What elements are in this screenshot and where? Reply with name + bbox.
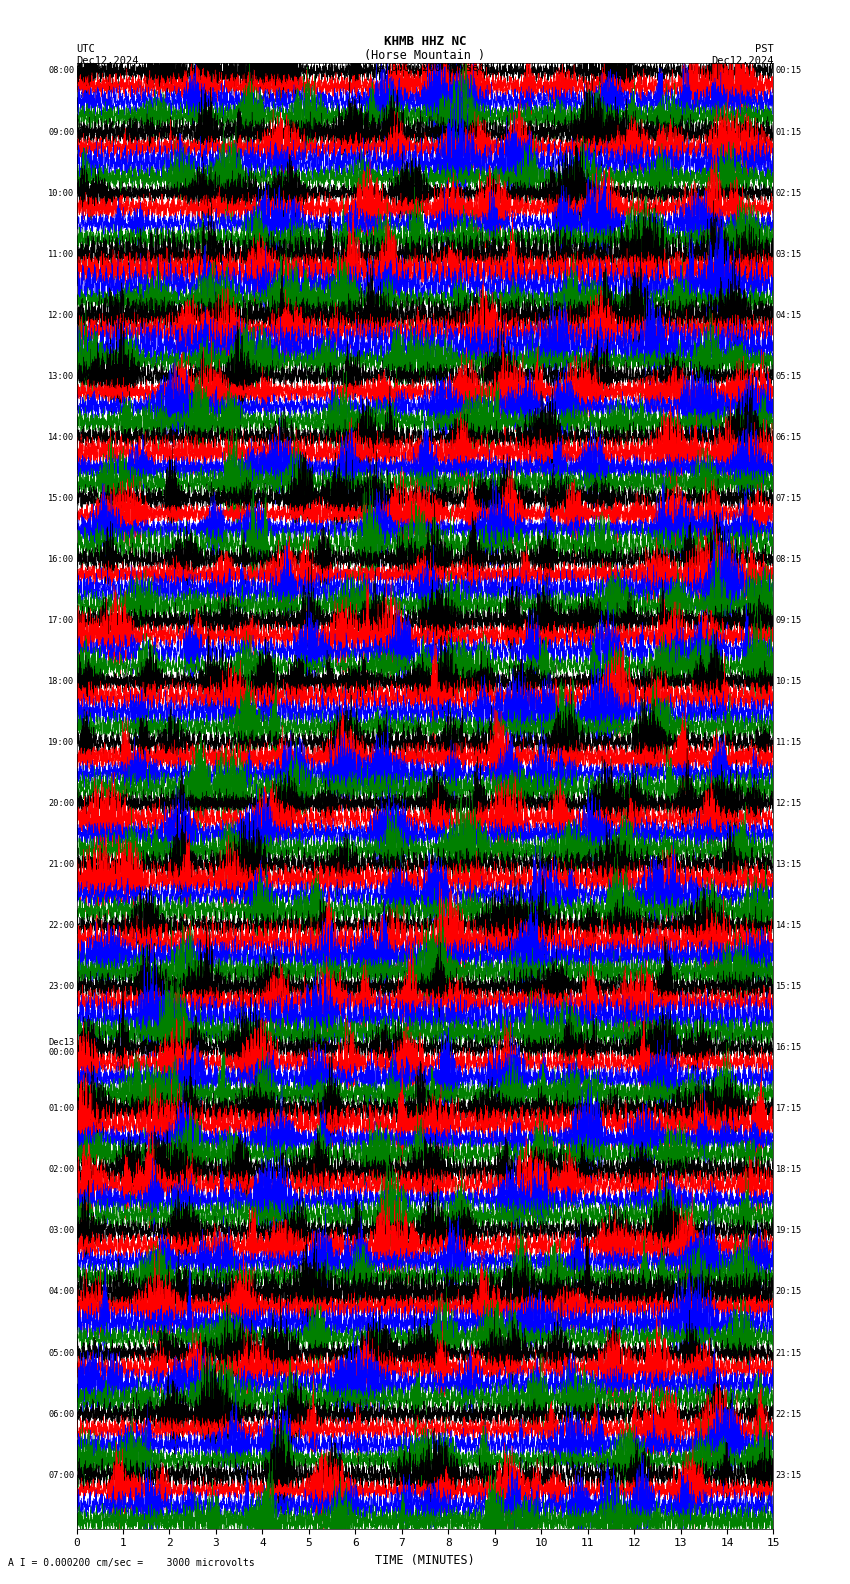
- Text: 03:15: 03:15: [775, 250, 802, 258]
- Text: 18:15: 18:15: [775, 1166, 802, 1174]
- Text: 06:00: 06:00: [48, 1410, 75, 1419]
- Text: 16:00: 16:00: [48, 554, 75, 564]
- Text: 20:15: 20:15: [775, 1288, 802, 1296]
- Text: A I = 0.000200 cm/sec =    3000 microvolts: A I = 0.000200 cm/sec = 3000 microvolts: [8, 1559, 255, 1568]
- Text: 10:15: 10:15: [775, 676, 802, 686]
- Text: 00:15: 00:15: [775, 67, 802, 76]
- Text: 20:00: 20:00: [48, 798, 75, 808]
- Text: 19:15: 19:15: [775, 1226, 802, 1236]
- Text: KHMB HHZ NC: KHMB HHZ NC: [383, 35, 467, 48]
- Text: Dec13
00:00: Dec13 00:00: [48, 1038, 75, 1058]
- Text: 16:15: 16:15: [775, 1044, 802, 1052]
- Text: 23:00: 23:00: [48, 982, 75, 992]
- Text: 15:00: 15:00: [48, 494, 75, 502]
- Text: 17:00: 17:00: [48, 616, 75, 626]
- Text: 08:15: 08:15: [775, 554, 802, 564]
- Text: 01:15: 01:15: [775, 128, 802, 136]
- Text: 11:00: 11:00: [48, 250, 75, 258]
- X-axis label: TIME (MINUTES): TIME (MINUTES): [375, 1554, 475, 1567]
- Text: 09:00: 09:00: [48, 128, 75, 136]
- Text: 02:00: 02:00: [48, 1166, 75, 1174]
- Text: PST
Dec12,2024: PST Dec12,2024: [711, 44, 774, 67]
- Text: 22:15: 22:15: [775, 1410, 802, 1419]
- Text: 05:00: 05:00: [48, 1348, 75, 1357]
- Text: 21:00: 21:00: [48, 860, 75, 870]
- Text: 07:00: 07:00: [48, 1470, 75, 1479]
- Text: UTC
Dec12,2024: UTC Dec12,2024: [76, 44, 139, 67]
- Text: 10:00: 10:00: [48, 188, 75, 198]
- Text: 15:15: 15:15: [775, 982, 802, 992]
- Text: 08:00: 08:00: [48, 67, 75, 76]
- Text: 12:15: 12:15: [775, 798, 802, 808]
- Text: 21:15: 21:15: [775, 1348, 802, 1357]
- Text: 13:00: 13:00: [48, 372, 75, 380]
- Text: I = 0.000200 cm/sec: I = 0.000200 cm/sec: [366, 63, 484, 73]
- Text: 04:15: 04:15: [775, 310, 802, 320]
- Text: 03:00: 03:00: [48, 1226, 75, 1236]
- Text: 22:00: 22:00: [48, 922, 75, 930]
- Text: 12:00: 12:00: [48, 310, 75, 320]
- Text: 14:00: 14:00: [48, 432, 75, 442]
- Text: 18:00: 18:00: [48, 676, 75, 686]
- Text: 04:00: 04:00: [48, 1288, 75, 1296]
- Text: 19:00: 19:00: [48, 738, 75, 748]
- Text: 14:15: 14:15: [775, 922, 802, 930]
- Text: 01:00: 01:00: [48, 1104, 75, 1114]
- Text: 09:15: 09:15: [775, 616, 802, 626]
- Text: 11:15: 11:15: [775, 738, 802, 748]
- Text: 23:15: 23:15: [775, 1470, 802, 1479]
- Text: (Horse Mountain ): (Horse Mountain ): [365, 49, 485, 62]
- Text: 13:15: 13:15: [775, 860, 802, 870]
- Text: 07:15: 07:15: [775, 494, 802, 502]
- Text: 05:15: 05:15: [775, 372, 802, 380]
- Text: 17:15: 17:15: [775, 1104, 802, 1114]
- Text: 06:15: 06:15: [775, 432, 802, 442]
- Text: 02:15: 02:15: [775, 188, 802, 198]
